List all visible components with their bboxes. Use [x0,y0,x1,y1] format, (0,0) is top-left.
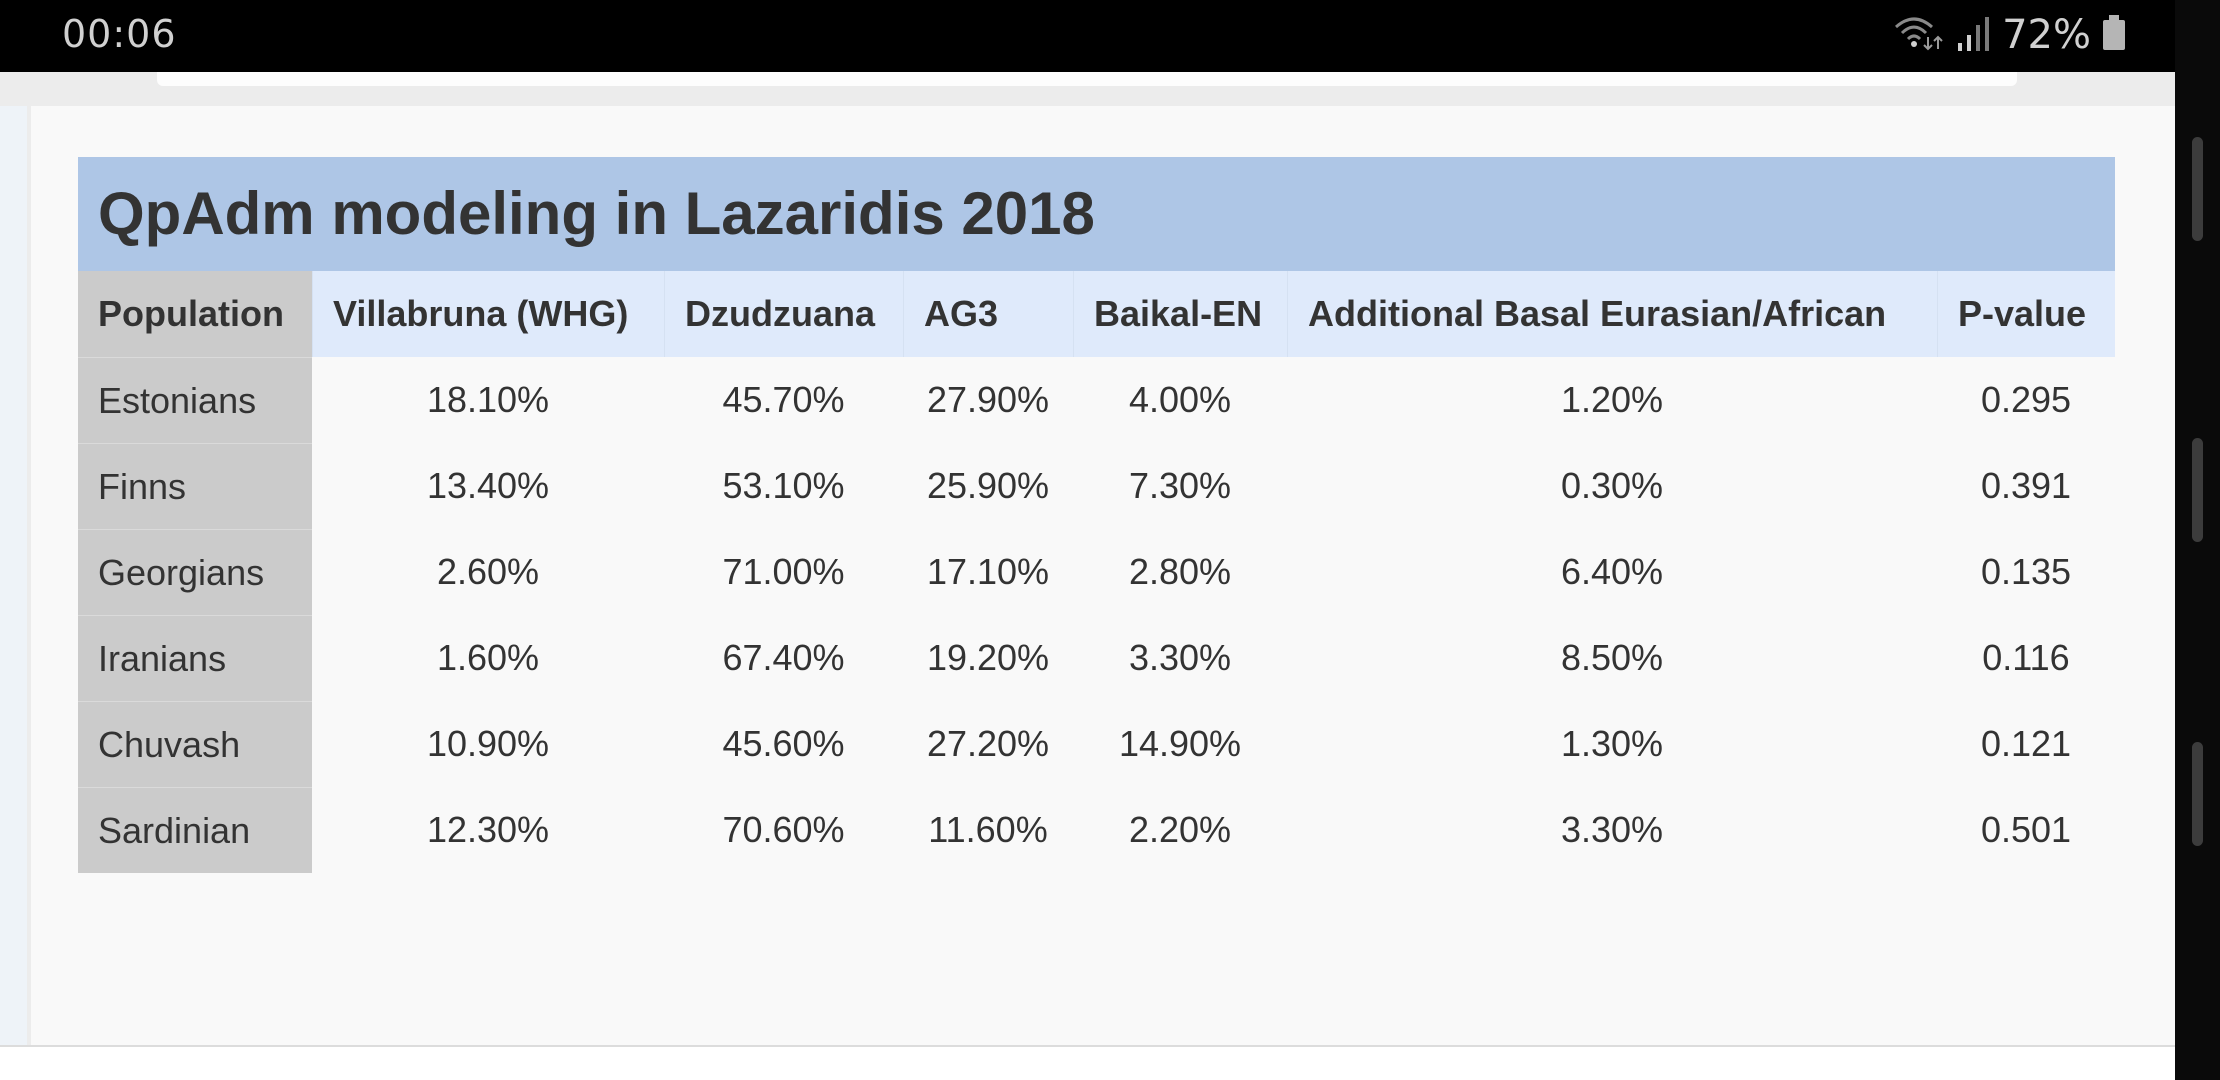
cell-additional-basal: 3.30% [1560,809,1664,850]
cell-population: Estonians [78,357,312,443]
table-row: Georgians 2.60% 71.00% 17.10% 2.80% 6.40% 0.13… [78,529,2115,615]
cell-villabruna: 1.60% [436,637,540,678]
left-margin [0,106,27,1045]
page-footer-area [0,1047,2175,1080]
cell-dzudzuana: 53.10% [722,465,845,506]
cell-additional-basal: 6.40% [1560,551,1664,592]
cell-dzudzuana: 45.60% [722,723,845,764]
cell-baikal-en: 4.00% [1128,379,1232,420]
table-title: QpAdm modeling in Lazaridis 2018 [78,157,2115,271]
cell-baikal-en: 2.20% [1128,809,1232,850]
table-header-row: Population Villabruna (WHG) Dzudzuana AG… [78,271,2115,357]
divider [0,1045,2175,1047]
cell-additional-basal: 8.50% [1560,637,1664,678]
cell-ag3: 25.90% [926,465,1050,506]
system-icons: 72% [1892,12,2127,58]
table-row: Estonians 18.10% 45.70% 27.90% 4.00% 1.20% 0.2… [78,357,2115,443]
cell-p-value: 0.121 [1980,723,2072,764]
cell-dzudzuana: 67.40% [722,637,845,678]
cell-ag3: 11.60% [928,809,1048,850]
left-border [27,106,31,1045]
cell-ag3: 27.90% [926,379,1050,420]
cell-population: Sardinian [78,787,312,873]
table-row: Finns 13.40% 53.10% 25.90% 7.30% 0.30% 0.391 [78,443,2115,529]
battery-percent: 72% [2002,12,2091,58]
header-ag3: AG3 [903,271,1073,357]
cell-additional-basal: 0.30% [1560,465,1664,506]
header-baikal-en: Baikal-EN [1073,271,1287,357]
cell-villabruna: 10.90% [426,723,550,764]
cell-additional-basal: 1.20% [1560,379,1664,420]
battery-icon [2101,13,2127,58]
cell-villabruna: 18.10% [426,379,550,420]
status-bar: 00:06 72% [0,0,2175,72]
cell-ag3: 27.20% [926,723,1050,764]
header-villabruna: Villabruna (WHG) [312,271,664,357]
header-population: Population [78,271,312,357]
cell-ag3: 17.10% [926,551,1050,592]
signal-icon [1956,13,1992,58]
wifi-icon [1892,13,1946,58]
cell-baikal-en: 7.30% [1128,465,1232,506]
cell-villabruna: 13.40% [426,465,550,506]
cell-dzudzuana: 71.00% [722,551,845,592]
cell-p-value: 0.501 [1980,809,2072,850]
cell-ag3: 19.20% [926,637,1050,678]
table-row: Chuvash 10.90% 45.60% 27.20% 14.90% 1.30% 0.12… [78,701,2115,787]
edge-handle-3[interactable] [2192,742,2203,846]
table-row: Sardinian 12.30% 70.60% 11.60% 2.20% 3.30% 0.5… [78,787,2115,873]
header-p-value: P-value [1937,271,2115,357]
cell-villabruna: 12.30% [426,809,550,850]
cell-p-value: 0.135 [1980,551,2072,592]
cell-dzudzuana: 45.70% [722,379,845,420]
qpadm-table: QpAdm modeling in Lazaridis 2018 Populat… [78,157,2115,873]
cell-population: Georgians [78,529,312,615]
cell-p-value: 0.391 [1980,465,2072,506]
cell-p-value: 0.116 [1982,637,2070,678]
cell-population: Iranians [78,615,312,701]
cell-population: Chuvash [78,701,312,787]
cell-villabruna: 2.60% [436,551,540,592]
header-dzudzuana: Dzudzuana [664,271,903,357]
edge-handle-1[interactable] [2192,137,2203,241]
cell-baikal-en: 2.80% [1128,551,1232,592]
cell-dzudzuana: 70.60% [722,809,845,850]
cell-baikal-en: 3.30% [1128,637,1232,678]
cell-population: Finns [78,443,312,529]
status-time: 00:06 [62,12,177,56]
cell-p-value: 0.295 [1980,379,2072,420]
table-row: Iranians 1.60% 67.40% 19.20% 3.30% 8.50% 0.116 [78,615,2115,701]
edge-handle-2[interactable] [2192,438,2203,542]
address-bar-edge[interactable] [157,72,2017,86]
header-additional-basal: Additional Basal Eurasian/African [1287,271,1937,357]
cell-baikal-en: 14.90% [1118,723,1242,764]
cell-additional-basal: 1.30% [1560,723,1664,764]
